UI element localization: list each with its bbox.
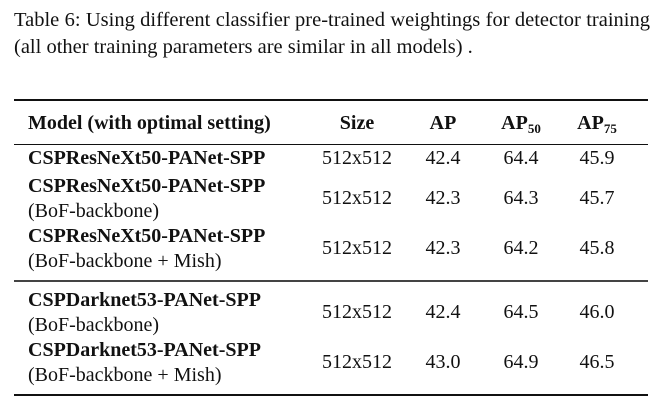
row-size: 512x512 (322, 237, 392, 259)
header-ap: AP (429, 112, 457, 134)
row-ap75: 45.9 (579, 147, 615, 169)
row-model-name: CSPResNeXt50-PANet-SPP (28, 147, 266, 169)
row-ap75: 45.8 (579, 237, 615, 259)
bottom-rule (14, 394, 648, 396)
row-ap: 42.3 (425, 237, 461, 259)
header-ap50-sub: 50 (527, 121, 541, 136)
row-model-variant: (BoF-backbone) (28, 200, 160, 222)
header-ap75-base: AP (577, 112, 604, 134)
row-ap50: 64.4 (503, 147, 539, 169)
row-size: 512x512 (322, 187, 392, 209)
row-ap: 42.4 (425, 147, 461, 169)
row-model-variant: (BoF-backbone + Mish) (28, 364, 222, 386)
row-model-name: CSPResNeXt50-PANet-SPP (28, 175, 266, 197)
row-model-name: CSPResNeXt50-PANet-SPP (28, 225, 266, 247)
row-ap50: 64.5 (503, 301, 539, 323)
header-ap75: AP75 (552, 111, 642, 136)
row-ap: 43.0 (425, 351, 461, 373)
row-size: 512x512 (322, 147, 392, 169)
row-ap: 42.3 (425, 187, 461, 209)
row-ap75: 46.5 (579, 351, 615, 373)
row-model-variant: (BoF-backbone + Mish) (28, 250, 222, 272)
row-ap75: 45.7 (579, 187, 615, 209)
header-ap75-sub: 75 (603, 121, 617, 136)
row-ap50: 64.9 (503, 351, 539, 373)
mid-rule (14, 280, 648, 282)
table-caption: Table 6: Using different classifier pre-… (14, 9, 650, 58)
row-model-variant: (BoF-backbone) (28, 314, 160, 336)
row-size: 512x512 (322, 351, 392, 373)
row-ap50: 64.3 (503, 187, 539, 209)
row-ap50: 64.2 (503, 237, 539, 259)
row-model-name: CSPDarknet53-PANet-SPP (28, 339, 261, 361)
header-ap50: AP50 (476, 111, 566, 136)
header-ap50-base: AP (501, 112, 528, 134)
row-ap: 42.4 (425, 301, 461, 323)
row-size: 512x512 (322, 301, 392, 323)
row-ap75: 46.0 (579, 301, 615, 323)
top-rule (14, 99, 648, 101)
row-model-name: CSPDarknet53-PANet-SPP (28, 289, 261, 311)
header-rule (14, 144, 648, 145)
header-model: Model (with optimal setting) (28, 112, 271, 134)
header-size: Size (339, 112, 375, 134)
